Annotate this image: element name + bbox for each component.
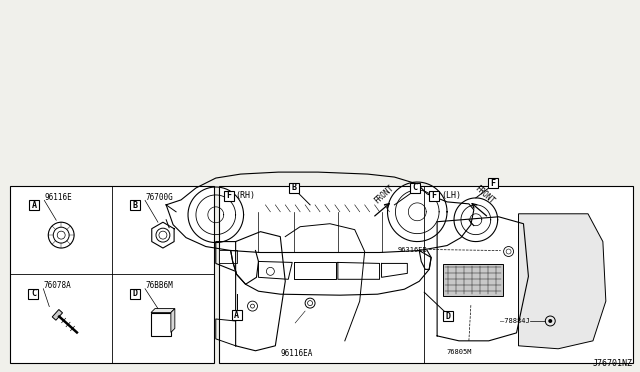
FancyBboxPatch shape bbox=[130, 289, 140, 299]
FancyBboxPatch shape bbox=[28, 289, 38, 299]
Text: B: B bbox=[292, 183, 297, 192]
Bar bbox=[10, 186, 214, 363]
FancyBboxPatch shape bbox=[224, 191, 234, 201]
Text: 96316EB: 96316EB bbox=[397, 247, 427, 253]
Bar bbox=[459, 231, 469, 238]
Text: —78884J: —78884J bbox=[500, 318, 529, 324]
Bar bbox=[219, 250, 237, 263]
FancyBboxPatch shape bbox=[29, 201, 40, 210]
FancyBboxPatch shape bbox=[429, 191, 439, 201]
Polygon shape bbox=[518, 214, 606, 349]
Bar bbox=[151, 312, 171, 336]
Text: FRONT: FRONT bbox=[472, 184, 495, 206]
Text: (LH): (LH) bbox=[441, 192, 461, 201]
Text: A: A bbox=[32, 201, 37, 210]
Text: C: C bbox=[413, 183, 418, 192]
FancyBboxPatch shape bbox=[232, 310, 241, 320]
Text: D: D bbox=[132, 289, 138, 298]
Text: J76701NZ: J76701NZ bbox=[593, 359, 633, 368]
FancyBboxPatch shape bbox=[410, 183, 420, 193]
Text: B: B bbox=[132, 201, 138, 210]
FancyBboxPatch shape bbox=[488, 178, 498, 188]
Polygon shape bbox=[171, 309, 175, 333]
Polygon shape bbox=[52, 310, 63, 320]
Bar bbox=[219, 186, 633, 363]
Text: D: D bbox=[445, 311, 451, 321]
Bar bbox=[262, 205, 392, 212]
Text: 76805M: 76805M bbox=[446, 349, 472, 355]
FancyBboxPatch shape bbox=[443, 311, 453, 321]
Circle shape bbox=[548, 319, 552, 323]
Text: 76BB6M: 76BB6M bbox=[145, 281, 173, 290]
Text: (RH): (RH) bbox=[236, 192, 255, 201]
Text: F: F bbox=[226, 192, 231, 201]
Text: A: A bbox=[234, 311, 239, 320]
Bar bbox=[443, 264, 502, 296]
Text: 96116EA: 96116EA bbox=[281, 349, 314, 358]
FancyBboxPatch shape bbox=[289, 183, 299, 193]
Text: 76700G: 76700G bbox=[145, 193, 173, 202]
Bar bbox=[169, 230, 187, 238]
Text: C: C bbox=[31, 289, 36, 298]
FancyBboxPatch shape bbox=[130, 201, 140, 210]
Text: F: F bbox=[490, 179, 495, 187]
Text: 96116E: 96116E bbox=[44, 193, 72, 202]
Text: F: F bbox=[431, 192, 436, 201]
Text: FRONT: FRONT bbox=[372, 184, 396, 206]
Polygon shape bbox=[151, 309, 175, 312]
Text: 76078A: 76078A bbox=[44, 281, 71, 290]
